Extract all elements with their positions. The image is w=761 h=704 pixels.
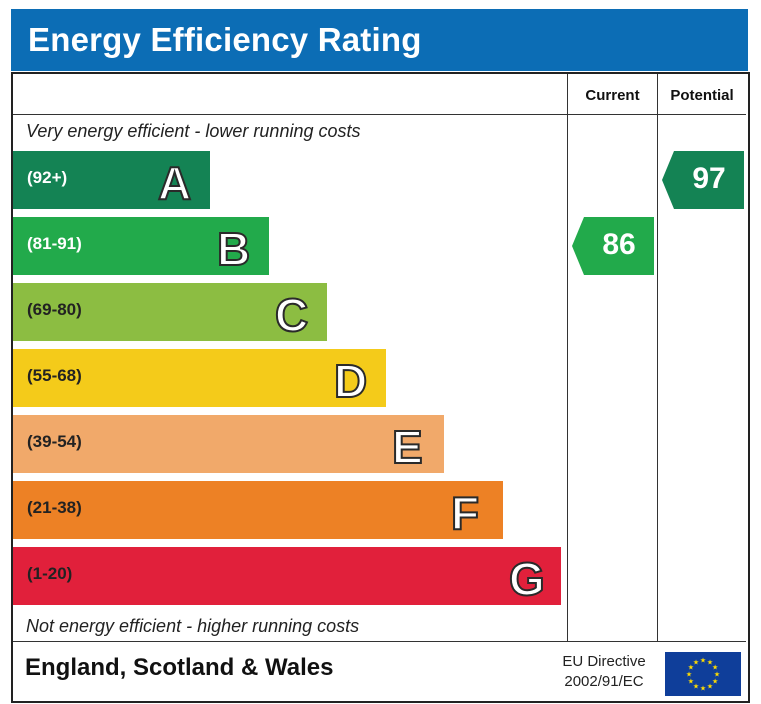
band-range-label: (39-54) xyxy=(27,432,82,451)
eu-star-icon: ★ xyxy=(712,678,718,686)
band-f: (21-38) F xyxy=(13,481,503,540)
potential-column-divider xyxy=(657,74,658,641)
eu-star-icon: ★ xyxy=(688,664,694,672)
potential-column-header: Potential xyxy=(670,87,734,104)
potential-rating-arrow: 97 xyxy=(662,151,744,214)
header-divider xyxy=(13,114,746,115)
potential-rating-shape xyxy=(662,151,744,209)
eu-star-icon: ★ xyxy=(693,683,699,691)
band-range-label: (21-38) xyxy=(27,498,82,517)
current-rating-bar xyxy=(572,217,654,275)
top-caption: Very energy efficient - lower running co… xyxy=(26,121,361,141)
eu-star-icon: ★ xyxy=(688,678,694,686)
eu-star-icon: ★ xyxy=(700,657,706,665)
band-c: (69-80) C xyxy=(13,283,327,342)
band-letter: E xyxy=(391,420,424,474)
eu-flag-icon: ★ ★ ★ ★ ★ ★ ★ ★ ★ ★ ★ ★ xyxy=(665,652,741,696)
band-letter: F xyxy=(450,486,480,540)
band-e: (39-54) E xyxy=(13,415,444,474)
band-letter: B xyxy=(216,222,251,276)
band-letter: G xyxy=(508,552,546,606)
band-range-label: (1-20) xyxy=(27,564,73,583)
eu-star-icon: ★ xyxy=(686,671,692,679)
chart-title: Energy Efficiency Rating xyxy=(28,21,422,58)
bottom-caption: Not energy efficient - higher running co… xyxy=(26,616,360,636)
current-rating-arrow: 86 xyxy=(572,217,654,280)
eu-star-icon: ★ xyxy=(707,658,713,666)
footer-directive: EU Directive 2002/91/EC xyxy=(549,652,659,692)
footer-country: England, Scotland & Wales xyxy=(25,654,334,681)
band-b: (81-91) B xyxy=(13,217,269,276)
band-d: (55-68) D xyxy=(13,349,386,408)
band-g: (1-20) G xyxy=(13,547,561,606)
eu-star-icon: ★ xyxy=(714,671,720,679)
eu-stars-icon: ★ ★★★★★★★★★★★ xyxy=(686,657,720,693)
current-column-divider xyxy=(567,74,568,641)
eu-star-icon: ★ xyxy=(700,685,706,693)
current-column-header: Current xyxy=(585,87,640,104)
band-letter: A xyxy=(157,156,192,210)
eu-star-icon: ★ xyxy=(707,683,713,691)
eu-star-icon: ★ xyxy=(712,664,718,672)
potential-rating-bar xyxy=(662,151,744,209)
footer-divider xyxy=(13,641,746,642)
band-range-label: (92+) xyxy=(27,168,68,187)
band-letter: D xyxy=(333,354,368,408)
band-letter: C xyxy=(274,288,309,342)
band-range-label: (55-68) xyxy=(27,366,82,385)
directive-line2: 2002/91/EC xyxy=(564,673,644,690)
directive-line1: EU Directive xyxy=(562,653,646,670)
band-range-label: (69-80) xyxy=(27,300,82,319)
title-bar: Energy Efficiency Rating xyxy=(11,9,748,71)
current-rating-shape xyxy=(572,217,654,275)
eu-star-icon: ★ xyxy=(693,658,699,666)
band-a: (92+) A xyxy=(13,151,210,210)
potential-rating-value: 97 xyxy=(692,162,726,195)
band-range-label: (81-91) xyxy=(27,234,82,253)
current-rating-value: 86 xyxy=(602,228,636,261)
